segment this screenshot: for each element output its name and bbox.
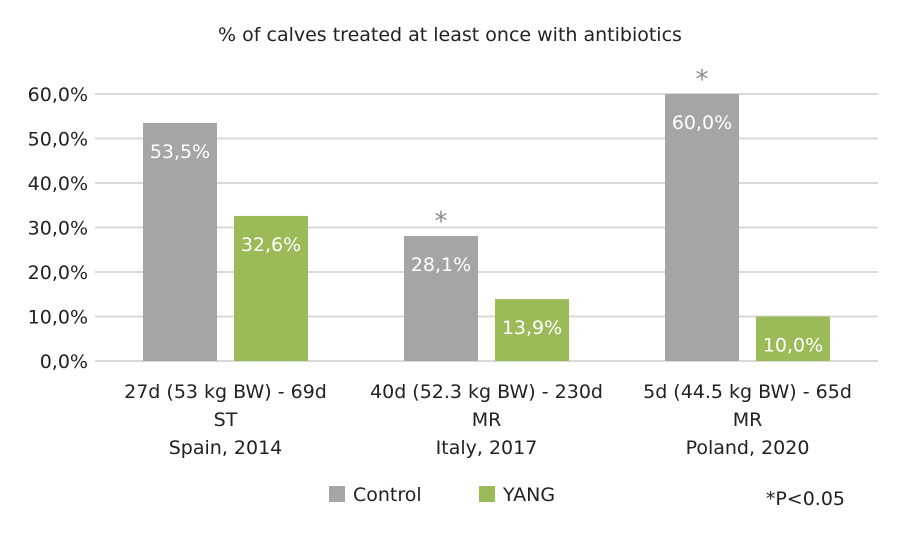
data-label: 13,9% xyxy=(502,317,562,339)
bar-yang xyxy=(234,215,308,361)
x-tick-label: Poland, 2020 xyxy=(686,437,810,459)
x-tick-label: MR xyxy=(472,409,502,431)
x-tick-label: ST xyxy=(214,409,238,431)
x-tick-label: 40d (52.3 kg BW) - 230d xyxy=(370,381,603,403)
data-label: 32,6% xyxy=(241,234,301,256)
legend-label: Control xyxy=(353,484,422,506)
significance-marker: * xyxy=(696,65,709,95)
legend-label: YANG xyxy=(502,484,555,506)
legend-swatch-yang xyxy=(479,486,495,502)
data-label: 10,0% xyxy=(763,335,823,357)
x-tick-label: Spain, 2014 xyxy=(169,437,283,459)
y-tick-label: 0,0% xyxy=(40,351,88,373)
chart-title: % of calves treated at least once with a… xyxy=(218,24,682,46)
data-label: 60,0% xyxy=(672,112,732,134)
legend-swatch-control xyxy=(329,486,345,502)
significance-marker: * xyxy=(435,207,448,237)
y-tick-label: 50,0% xyxy=(28,129,88,151)
bar-control xyxy=(143,122,217,361)
y-tick-label: 20,0% xyxy=(28,262,88,284)
bar-yang xyxy=(756,316,830,361)
x-tick-label: MR xyxy=(733,409,763,431)
bar-control xyxy=(404,235,478,361)
y-tick-label: 10,0% xyxy=(28,307,88,329)
y-tick-label: 60,0% xyxy=(28,84,88,106)
x-tick-label: 27d (53 kg BW) - 69d xyxy=(124,381,327,403)
y-tick-label: 40,0% xyxy=(28,173,88,195)
y-tick-label: 30,0% xyxy=(28,218,88,240)
significance-annotation: *P<0.05 xyxy=(766,488,845,510)
x-tick-label: Italy, 2017 xyxy=(436,437,538,459)
bar-control xyxy=(665,94,739,361)
data-label: 28,1% xyxy=(411,254,471,276)
x-tick-label: 5d (44.5 kg BW) - 65d xyxy=(643,381,852,403)
bar-yang xyxy=(495,299,569,361)
data-label: 53,5% xyxy=(150,141,210,163)
